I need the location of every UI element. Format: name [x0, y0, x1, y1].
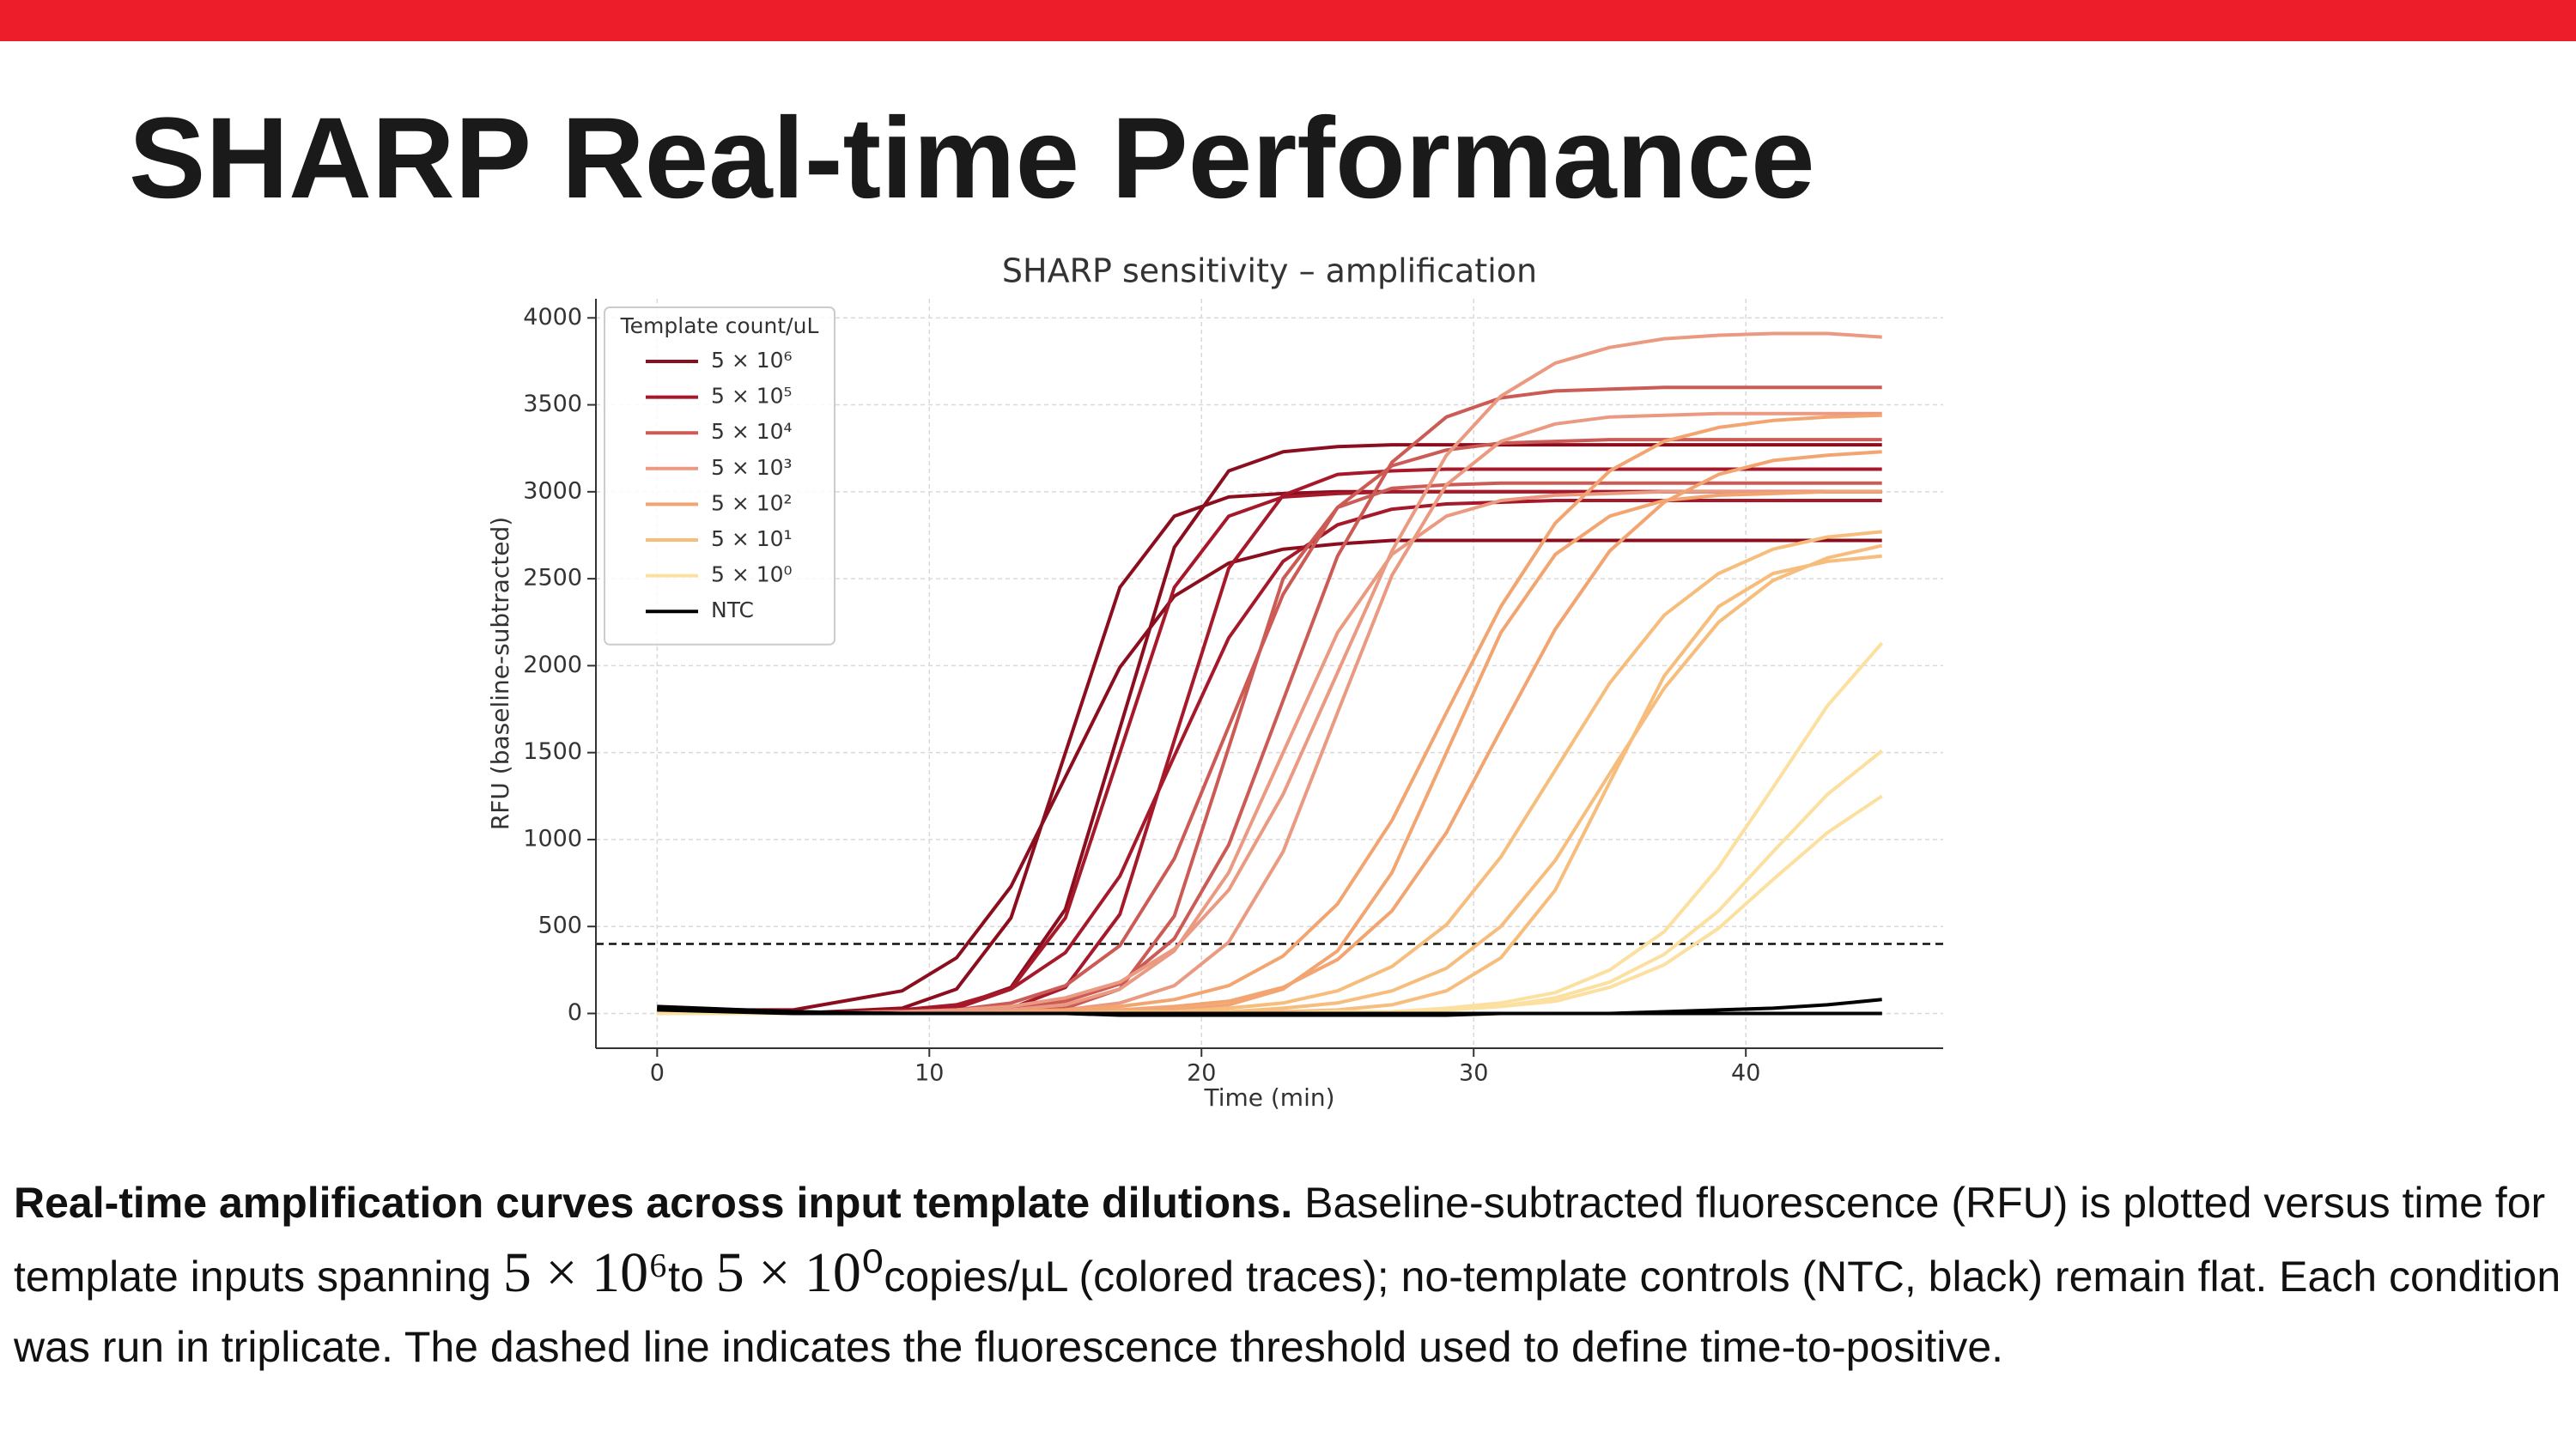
y-tick-label: 1000 — [523, 825, 582, 852]
curve — [657, 481, 1882, 1016]
curve — [657, 331, 1882, 1016]
y-tick-label: 0 — [568, 999, 582, 1026]
curve — [657, 385, 1882, 1016]
caption: Real-time amplification curves across in… — [14, 1168, 2568, 1382]
caption-math: 5 × 10⁶ — [502, 1241, 669, 1304]
legend-label: 5 × 10⁶ — [711, 348, 793, 373]
chart: SHARP sensitivity – amplification 0 10 20 30… — [486, 252, 1943, 1112]
x-axis-label: Time (min) — [1203, 1083, 1334, 1112]
legend-label: 5 × 10⁵ — [711, 384, 793, 409]
legend-label: 5 × 10² — [711, 490, 793, 515]
legend: Template count/uL 5 × 10⁶ 5 × 10⁵ 5 × 10⁴ 5 … — [604, 306, 835, 646]
x-tick-label: 30 — [1459, 1060, 1488, 1087]
chart-title: SHARP sensitivity – amplification — [1002, 252, 1537, 290]
legend-title: Template count/uL — [620, 313, 819, 338]
x-tick-label: 0 — [650, 1060, 665, 1087]
y-tick-label: 3000 — [523, 477, 582, 504]
y-tick-label: 500 — [538, 913, 582, 939]
curve — [657, 749, 1883, 1016]
caption-math: 5 × 10⁰ — [715, 1241, 884, 1304]
caption-text: copies/µL (colored traces); no-template … — [14, 1253, 2561, 1371]
x-tick-label: 40 — [1731, 1060, 1760, 1087]
legend-label: 5 × 10⁴ — [711, 419, 793, 444]
slide-title: SHARP Real-time Performance — [129, 94, 1815, 222]
x-tick-label: 20 — [1187, 1060, 1216, 1087]
y-tick-label: 2500 — [523, 565, 582, 592]
caption-bold: Real-time amplification curves across in… — [14, 1179, 1293, 1227]
curve — [657, 1006, 1882, 1016]
y-tick-label: 4000 — [523, 304, 582, 331]
legend-label: NTC — [711, 598, 754, 622]
caption-text: to — [668, 1253, 704, 1301]
legend-label: 5 × 10⁰ — [711, 562, 793, 587]
curve — [657, 413, 1882, 1016]
curve — [657, 538, 1882, 1012]
y-tick-label: 1500 — [523, 738, 582, 765]
curve — [657, 499, 1882, 1016]
x-tick-label: 10 — [914, 1060, 944, 1087]
y-axis-label: RFU (baseline-subtracted) — [486, 517, 514, 830]
top-bar — [0, 0, 2576, 41]
curve — [657, 794, 1883, 1016]
legend-box — [604, 306, 835, 646]
curve — [657, 641, 1884, 1016]
curve — [657, 489, 1882, 1016]
legend-label: 5 × 10³ — [711, 455, 793, 480]
caption-text: Baseline-subtracted fluorescence (RFU) i… — [14, 1179, 2546, 1301]
y-tick-label: 2000 — [523, 652, 582, 678]
y-tick-label: 3500 — [523, 391, 582, 417]
legend-label: 5 × 10¹ — [711, 526, 793, 551]
